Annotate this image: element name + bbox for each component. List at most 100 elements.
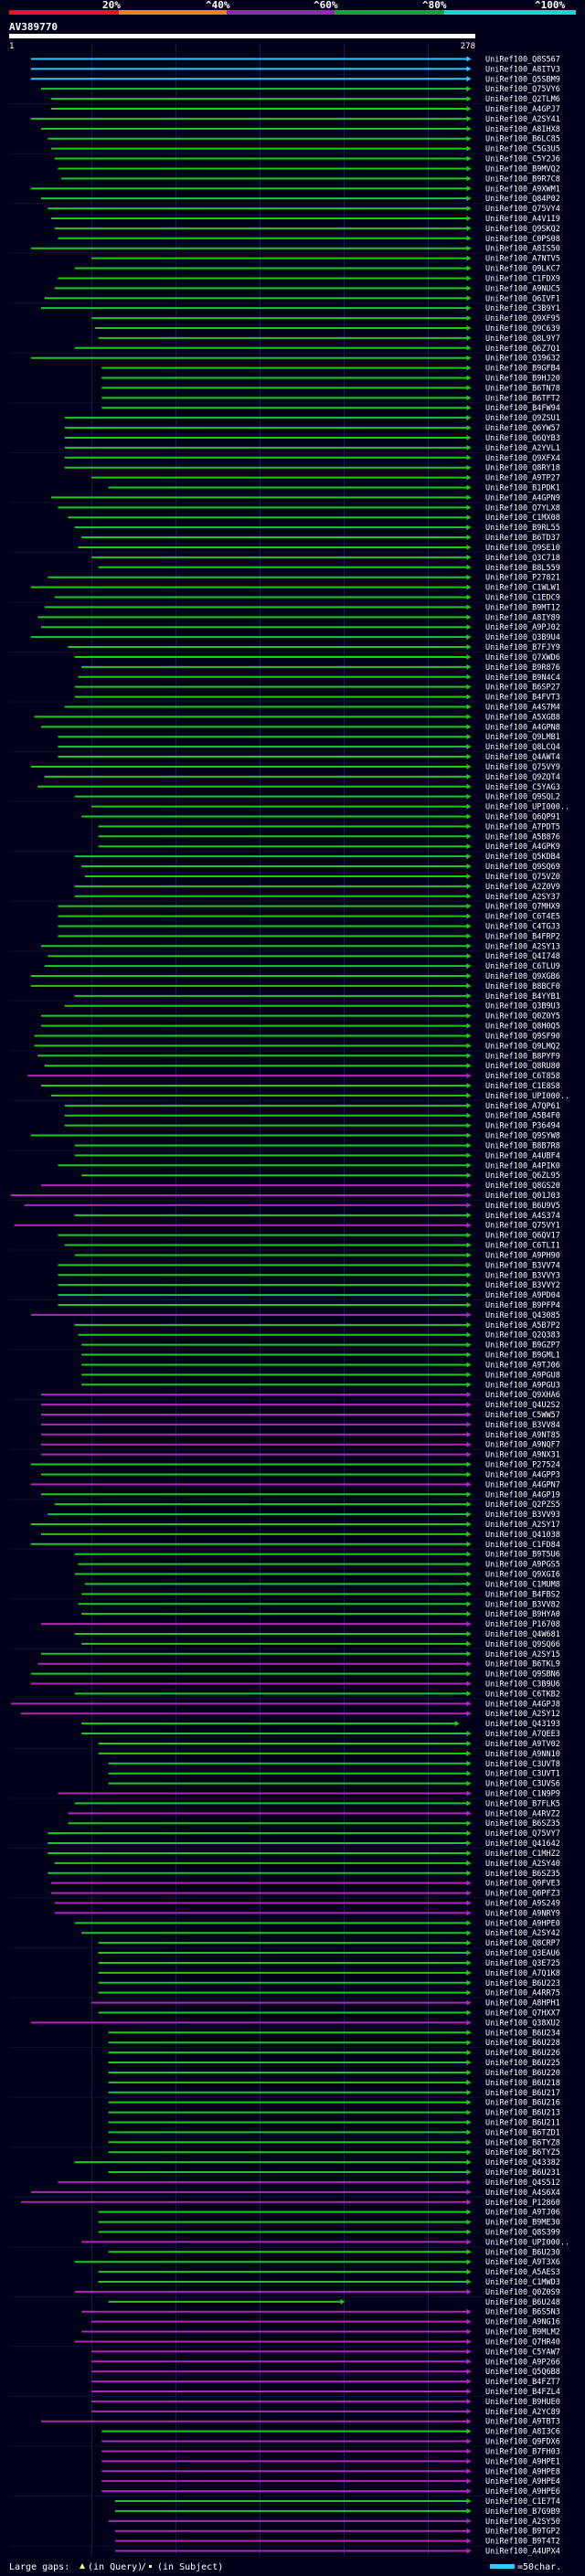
- hit-row[interactable]: UniRef100_C1WLW1: [30, 584, 560, 593]
- hit-row[interactable]: UniRef100_Q2PZS5: [54, 1500, 560, 1510]
- hit-row[interactable]: UniRef100_A4S374: [74, 1212, 560, 1221]
- hit-label[interactable]: UniRef100_A9S249: [485, 1900, 560, 1909]
- hit-label[interactable]: UniRef100_Q7HR40: [485, 2337, 560, 2347]
- hit-label[interactable]: UniRef100_A2YVL1: [485, 444, 560, 453]
- hit-label[interactable]: UniRef100_A9TBT3: [485, 2418, 560, 2427]
- hit-label[interactable]: UniRef100_A9NN10: [485, 1750, 560, 1759]
- hit-row[interactable]: UniRef100_Q2Q383: [78, 1331, 560, 1341]
- hit-row[interactable]: UniRef100_A2SY50: [108, 2518, 560, 2527]
- hit-row[interactable]: UniRef100_Q75VY9: [30, 763, 560, 772]
- hit-row[interactable]: UniRef100_Q75VY7: [48, 1829, 560, 1839]
- hit-label[interactable]: UniRef100_Q6Z7Q1: [485, 345, 560, 354]
- hit-row[interactable]: UniRef100_Q9XF95: [91, 314, 560, 323]
- hit-label[interactable]: UniRef100_P27524: [485, 1461, 560, 1470]
- hit-row[interactable]: UniRef100_B9MT12: [44, 603, 560, 612]
- hit-label[interactable]: UniRef100_B9R7C8: [485, 175, 560, 184]
- hit-label[interactable]: UniRef100_A5B7P2: [485, 1321, 560, 1330]
- hit-label[interactable]: UniRef100_B7FJY9: [485, 643, 560, 652]
- hit-label[interactable]: UniRef100_A9PGU8: [485, 1371, 560, 1380]
- hit-label[interactable]: UniRef100_B6SP27: [485, 684, 560, 693]
- hit-label[interactable]: UniRef100_Q0Z0Y5: [485, 1012, 560, 1022]
- hit-row[interactable]: UniRef100_B6TYZ8: [108, 2138, 560, 2147]
- hit-label[interactable]: UniRef100_A8ITV3: [485, 65, 560, 74]
- hit-label[interactable]: UniRef100_Q8RU80: [485, 1062, 560, 1071]
- hit-row[interactable]: UniRef100_B6SZ35: [48, 1870, 560, 1879]
- hit-label[interactable]: UniRef100_Q6ZL95: [485, 1171, 560, 1181]
- hit-label[interactable]: UniRef100_Q75VZ0: [485, 873, 560, 882]
- hit-label[interactable]: UniRef100_Q9FDX6: [485, 2438, 560, 2447]
- hit-label[interactable]: UniRef100_A7QEE3: [485, 1730, 560, 1739]
- hit-label[interactable]: UniRef100_B6LC85: [485, 135, 560, 144]
- hit-row[interactable]: UniRef100_B4FVT3: [74, 694, 560, 703]
- hit-row[interactable]: UniRef100_Q6Z7Q1: [74, 345, 560, 354]
- hit-label[interactable]: UniRef100_C6TKB2: [485, 1690, 560, 1699]
- hit-row[interactable]: UniRef100_C6T858: [27, 1072, 560, 1081]
- hit-row[interactable]: UniRef100_Q01J03: [10, 1192, 560, 1201]
- hit-label[interactable]: UniRef100_C1FD84: [485, 1541, 560, 1550]
- hit-row[interactable]: UniRef100_A4S6X4: [30, 2189, 560, 2198]
- hit-row[interactable]: UniRef100_B3VVY3: [58, 1271, 560, 1280]
- hit-label[interactable]: UniRef100_C3UVS6: [485, 1780, 560, 1789]
- hit-row[interactable]: UniRef100_C1MUM8: [84, 1580, 560, 1589]
- hit-label[interactable]: UniRef100_Q9XFX4: [485, 454, 560, 463]
- hit-label[interactable]: UniRef100_B9PFP4: [485, 1301, 560, 1310]
- hit-row[interactable]: UniRef100_B6U226: [108, 2049, 560, 2058]
- hit-label[interactable]: UniRef100_B9MT12: [485, 603, 560, 612]
- hit-label[interactable]: UniRef100_B9RL55: [485, 524, 560, 533]
- hit-row[interactable]: UniRef100_A9TJ06: [98, 2209, 560, 2218]
- hit-row[interactable]: UniRef100_Q9XFX4: [64, 454, 560, 463]
- hit-row[interactable]: UniRef100_C0PS08: [58, 235, 560, 244]
- hit-label[interactable]: UniRef100_A2SY12: [485, 1710, 560, 1719]
- hit-row[interactable]: UniRef100_Q7HR40: [74, 2337, 560, 2347]
- hit-row[interactable]: UniRef100_UPI000..: [81, 2238, 569, 2247]
- hit-label[interactable]: UniRef100_A4S6X4: [485, 2189, 560, 2198]
- hit-label[interactable]: UniRef100_A4RR75: [485, 1989, 560, 1998]
- hit-label[interactable]: UniRef100_C5G3U5: [485, 145, 560, 154]
- hit-label[interactable]: UniRef100_B3VV74: [485, 1261, 560, 1270]
- hit-row[interactable]: UniRef100_A2YVL1: [64, 444, 560, 453]
- hit-row[interactable]: UniRef100_A9NG16: [91, 2318, 560, 2327]
- hit-row[interactable]: UniRef100_A9HPE6: [101, 2487, 560, 2496]
- hit-label[interactable]: UniRef100_B6U230: [485, 2248, 560, 2257]
- hit-label[interactable]: UniRef100_B1PDK1: [485, 484, 560, 493]
- hit-label[interactable]: UniRef100_Q84P02: [485, 195, 560, 204]
- hit-row[interactable]: UniRef100_B9TGP2: [114, 2528, 560, 2537]
- hit-row[interactable]: UniRef100_C5G3U5: [51, 145, 560, 154]
- hit-row[interactable]: UniRef100_Q5SBM9: [30, 75, 560, 84]
- hit-row[interactable]: UniRef100_Q6YW57: [64, 424, 560, 433]
- hit-row[interactable]: UniRef100_A8IS50: [30, 245, 560, 254]
- hit-label[interactable]: UniRef100_A8IS50: [485, 245, 560, 254]
- hit-label[interactable]: UniRef100_C6T858: [485, 1072, 560, 1081]
- hit-row[interactable]: UniRef100_Q9C639: [94, 324, 560, 334]
- hit-row[interactable]: UniRef100_Q6QP91: [81, 812, 560, 822]
- hit-row[interactable]: UniRef100_B3VV82: [78, 1600, 560, 1609]
- hit-row[interactable]: UniRef100_B6U231: [108, 2168, 560, 2178]
- hit-label[interactable]: UniRef100_Q9C639: [485, 324, 560, 334]
- hit-row[interactable]: UniRef100_B6U223: [98, 1979, 560, 1988]
- hit-row[interactable]: UniRef100_Q9FVE3: [51, 1880, 560, 1889]
- hit-label[interactable]: UniRef100_UPI000..: [485, 803, 569, 812]
- hit-label[interactable]: UniRef100_B6U225: [485, 2059, 560, 2068]
- hit-row[interactable]: UniRef100_A9P266: [91, 2358, 560, 2367]
- hit-row[interactable]: UniRef100_A7QP61: [64, 1102, 560, 1111]
- hit-label[interactable]: UniRef100_A7QP61: [485, 1102, 560, 1111]
- hit-row[interactable]: UniRef100_A9PGU8: [81, 1371, 560, 1380]
- hit-row[interactable]: UniRef100_B6U230: [108, 2248, 560, 2257]
- hit-label[interactable]: UniRef100_Q4S512: [485, 2178, 560, 2188]
- hit-row[interactable]: UniRef100_C1E8S8: [40, 1082, 560, 1091]
- hit-label[interactable]: UniRef100_B7G9B9: [485, 2507, 560, 2517]
- hit-row[interactable]: UniRef100_Q0Z0Y5: [40, 1012, 560, 1022]
- hit-row[interactable]: UniRef100_C1FDX9: [58, 274, 560, 283]
- hit-row[interactable]: UniRef100_B4FRP2: [58, 932, 560, 941]
- hit-row[interactable]: UniRef100_A9PH90: [74, 1251, 560, 1260]
- hit-row[interactable]: UniRef100_A9TBT3: [40, 2418, 560, 2427]
- hit-row[interactable]: UniRef100_B9T5U6: [74, 1551, 560, 1560]
- hit-label[interactable]: UniRef100_Q3EAU6: [485, 1949, 560, 1958]
- hit-row[interactable]: UniRef100_A7PDT5: [98, 822, 560, 832]
- hit-label[interactable]: UniRef100_A9NRY9: [485, 1909, 560, 1918]
- hit-label[interactable]: UniRef100_A4S7M4: [485, 703, 560, 712]
- hit-label[interactable]: UniRef100_B8B7R8: [485, 1141, 560, 1150]
- hit-row[interactable]: UniRef100_B6U217: [108, 2089, 560, 2098]
- hit-label[interactable]: UniRef100_Q9XGI6: [485, 1571, 560, 1580]
- hit-label[interactable]: UniRef100_B6S5N3: [485, 2308, 560, 2317]
